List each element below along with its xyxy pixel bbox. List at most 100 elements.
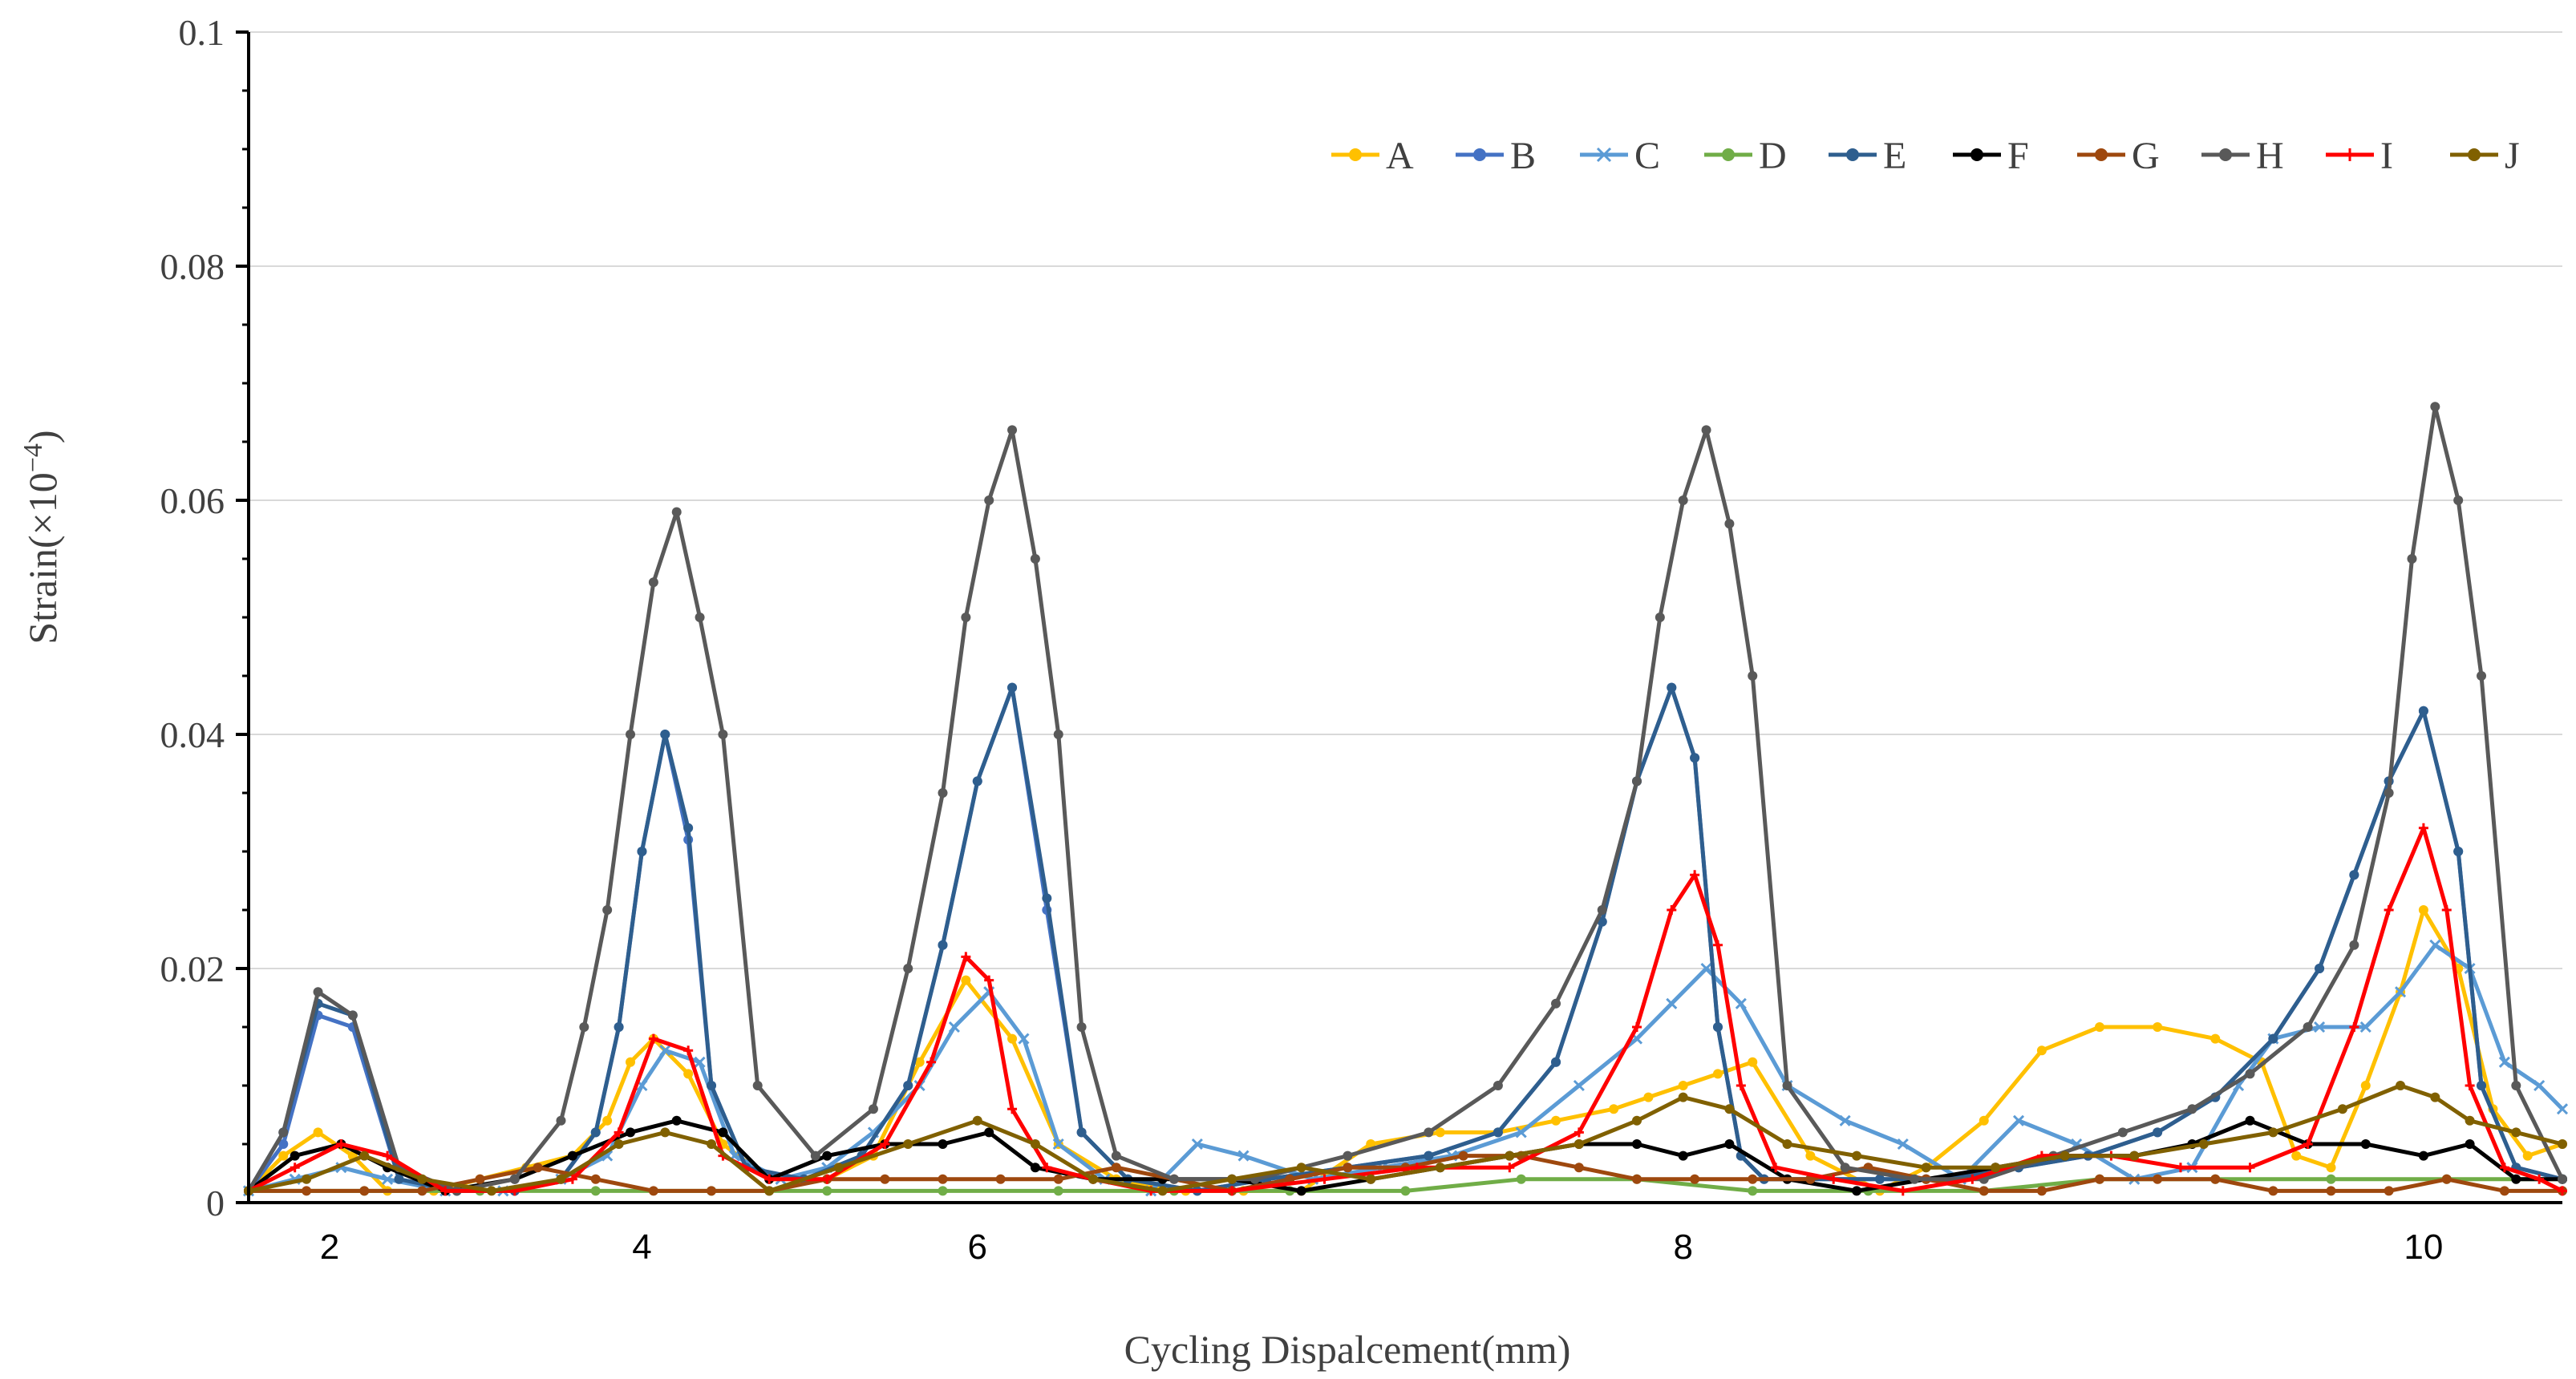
data-point bbox=[961, 952, 971, 962]
data-point bbox=[1667, 682, 1677, 693]
data-point bbox=[626, 1127, 636, 1138]
data-point bbox=[2465, 1115, 2475, 1126]
data-point bbox=[2268, 1033, 2278, 1044]
data-point bbox=[1435, 1163, 1445, 1173]
data-point bbox=[2349, 870, 2359, 880]
data-point bbox=[2095, 1022, 2104, 1032]
data-point bbox=[810, 1151, 820, 1161]
data-point bbox=[903, 1139, 913, 1149]
data-point bbox=[2498, 1056, 2510, 1068]
data-point bbox=[602, 1115, 613, 1126]
data-point bbox=[2012, 1114, 2025, 1126]
data-point bbox=[2153, 1174, 2163, 1184]
data-point bbox=[2349, 940, 2359, 950]
data-point bbox=[290, 1163, 300, 1173]
data-point bbox=[1042, 1163, 1052, 1173]
data-point bbox=[961, 613, 971, 622]
data-point bbox=[984, 975, 994, 985]
data-point bbox=[1435, 1127, 1445, 1138]
data-point bbox=[2036, 1045, 2047, 1056]
data-point bbox=[2441, 905, 2452, 915]
data-point bbox=[278, 1139, 289, 1149]
series-line-b bbox=[246, 685, 2563, 1193]
data-point bbox=[938, 940, 948, 950]
data-point bbox=[382, 1173, 394, 1185]
x-tick-label: 6 bbox=[968, 1227, 987, 1267]
data-point bbox=[972, 1115, 982, 1126]
data-point bbox=[2117, 1127, 2128, 1138]
data-point bbox=[475, 1174, 485, 1184]
data-point bbox=[383, 1151, 393, 1161]
series-line-h bbox=[246, 404, 2565, 1193]
data-point bbox=[707, 1139, 716, 1149]
y-ticks: 0 0.02 0.04 0.06 0.08 0.1 bbox=[160, 12, 249, 1223]
data-point bbox=[1724, 1104, 1735, 1114]
data-point bbox=[2394, 986, 2407, 998]
data-point bbox=[2430, 1092, 2440, 1102]
data-point bbox=[2511, 1127, 2521, 1138]
data-point bbox=[2534, 1174, 2545, 1184]
data-point bbox=[2360, 1139, 2371, 1149]
data-point bbox=[1574, 1163, 1584, 1173]
data-point bbox=[2511, 1174, 2521, 1184]
data-point bbox=[1632, 1174, 1642, 1184]
data-point bbox=[2418, 706, 2428, 716]
data-point bbox=[2219, 148, 2232, 161]
data-point bbox=[822, 1186, 832, 1196]
data-point bbox=[278, 1151, 289, 1161]
data-point bbox=[1573, 1079, 1585, 1092]
data-point bbox=[2465, 1081, 2475, 1090]
data-point bbox=[1516, 1174, 1526, 1184]
data-point bbox=[1609, 1104, 1619, 1114]
data-point bbox=[1237, 1150, 1250, 1162]
data-point bbox=[1493, 1081, 1503, 1090]
data-point bbox=[1632, 776, 1642, 787]
data-point bbox=[1632, 1115, 1642, 1126]
data-point bbox=[1458, 1151, 1468, 1161]
data-point bbox=[2430, 402, 2440, 412]
data-point bbox=[590, 1127, 601, 1138]
data-point bbox=[1840, 1163, 1850, 1173]
data-point bbox=[1030, 1163, 1040, 1173]
x-tick-label: 4 bbox=[632, 1227, 651, 1267]
data-point bbox=[2268, 1186, 2278, 1196]
data-point bbox=[1678, 1081, 1688, 1090]
data-point bbox=[1319, 1174, 1330, 1184]
data-point bbox=[1030, 1139, 1040, 1149]
data-point bbox=[278, 1127, 289, 1138]
data-point bbox=[1724, 1139, 1735, 1149]
data-point bbox=[1076, 1022, 1087, 1032]
data-point bbox=[1366, 1174, 1376, 1184]
y-tick-label: 0.1 bbox=[179, 12, 225, 53]
data-point bbox=[290, 1151, 300, 1161]
data-point bbox=[567, 1151, 577, 1161]
data-point bbox=[1349, 148, 1362, 161]
data-point bbox=[938, 1186, 948, 1196]
data-point bbox=[683, 823, 694, 833]
data-point bbox=[1400, 1186, 1411, 1196]
data-point bbox=[2522, 1151, 2533, 1161]
data-point bbox=[1991, 1163, 2001, 1173]
data-point bbox=[671, 1115, 682, 1126]
data-point bbox=[1088, 1174, 1099, 1184]
data-point bbox=[2477, 671, 2487, 681]
data-point bbox=[2384, 1186, 2394, 1196]
data-point bbox=[1632, 1139, 1642, 1149]
data-point bbox=[2326, 1174, 2336, 1184]
data-point bbox=[313, 1127, 323, 1138]
data-point bbox=[707, 1081, 716, 1090]
legend-item-b: B bbox=[1456, 135, 1536, 177]
data-point bbox=[2036, 1186, 2047, 1196]
data-point bbox=[1748, 1186, 1758, 1196]
data-point bbox=[2291, 1151, 2302, 1161]
data-point bbox=[2418, 1151, 2428, 1161]
data-point bbox=[1007, 425, 1018, 435]
data-point bbox=[1042, 893, 1052, 904]
data-point bbox=[2314, 1021, 2326, 1033]
legend-label: H bbox=[2256, 135, 2284, 177]
data-point bbox=[1667, 905, 1677, 915]
data-point bbox=[707, 1186, 716, 1196]
data-point bbox=[822, 1174, 832, 1184]
series-line-e bbox=[246, 685, 2563, 1193]
data-point bbox=[1748, 671, 1758, 681]
